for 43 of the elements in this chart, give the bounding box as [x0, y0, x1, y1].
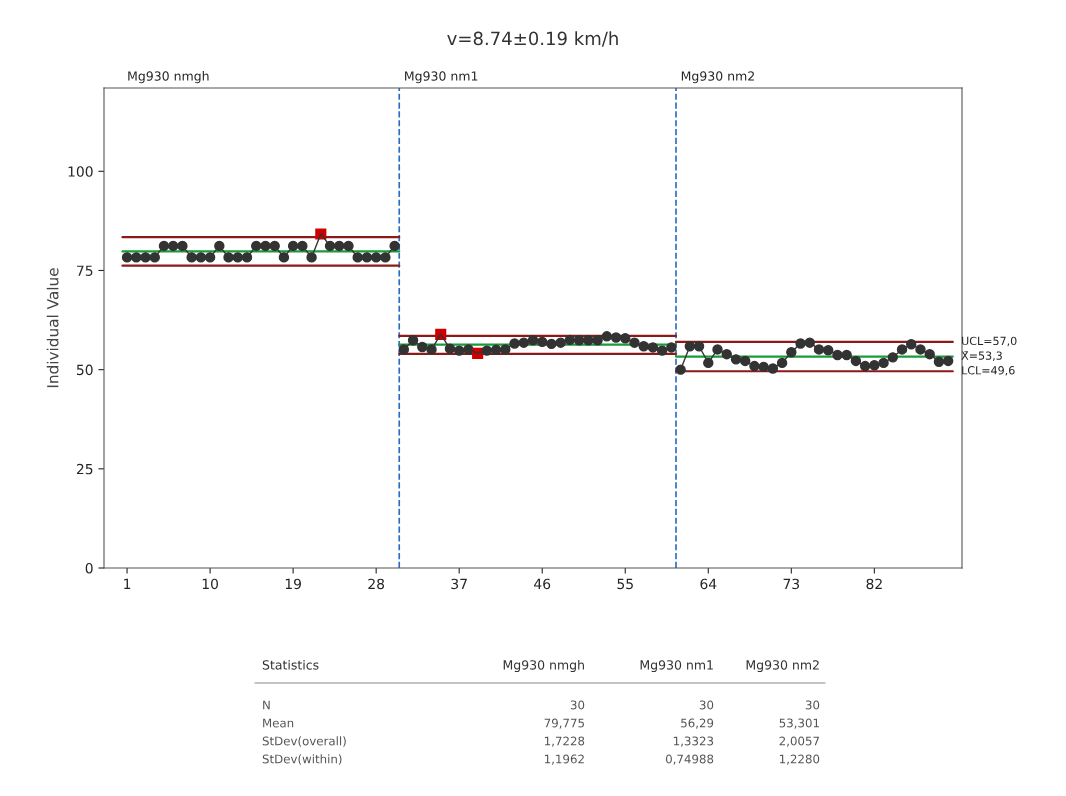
- text: StDev(overall): [262, 736, 346, 747]
- x-tick-label: 73: [783, 578, 800, 590]
- x-tick-label: 28: [368, 578, 385, 590]
- y-axis-title: Individual Value: [46, 268, 59, 388]
- text: N: [263, 700, 270, 710]
- x-tick-label: 1: [124, 578, 131, 589]
- text: 30: [699, 700, 714, 710]
- series-label: X̄=53,3: [961, 351, 1002, 361]
- y-tick-label: 100: [68, 166, 93, 177]
- text: 0,74988: [665, 754, 714, 765]
- series-label: LCL=49,6: [962, 366, 1015, 376]
- text: Mg930 nmgh: [503, 659, 584, 673]
- text: Mg930 nm1: [640, 660, 713, 673]
- text: StDev(within): [262, 754, 342, 765]
- text: Mean: [263, 718, 294, 728]
- text: 56,29: [681, 718, 714, 729]
- text: 1,1962: [544, 754, 584, 765]
- series-label: UCL=57,0: [962, 336, 1017, 347]
- x-tick-label: 19: [285, 578, 301, 590]
- text: 30: [570, 700, 585, 710]
- y-tick-label: 75: [77, 265, 93, 276]
- text: 79,775: [544, 718, 584, 729]
- x-tick-label: 37: [451, 578, 467, 590]
- x-tick-label: 10: [202, 578, 219, 590]
- text: Statistics: [262, 659, 319, 670]
- text: Mg930 nm2: [681, 71, 754, 84]
- text: 2,0057: [779, 736, 819, 747]
- x-tick-label: 46: [534, 578, 551, 590]
- text: Mg930 nm1: [405, 71, 478, 84]
- y-tick-label: 25: [76, 463, 93, 475]
- text: 1,2280: [779, 754, 820, 765]
- text: 53,301: [779, 718, 819, 729]
- x-tick-label: 55: [617, 578, 633, 590]
- text: 1,3323: [673, 736, 714, 747]
- y-tick-label: 0: [85, 562, 93, 574]
- y-tick-label: 50: [76, 364, 93, 376]
- text: 1,7228: [544, 736, 585, 747]
- chart-title: v=8.74±0.19 km/h: [447, 31, 618, 47]
- x-tick-label: 64: [700, 578, 717, 590]
- x-tick-label: 82: [866, 578, 882, 590]
- text: Mg930 nmgh: [128, 71, 209, 84]
- text: Mg930 nm2: [746, 660, 819, 673]
- text: 30: [805, 700, 820, 710]
